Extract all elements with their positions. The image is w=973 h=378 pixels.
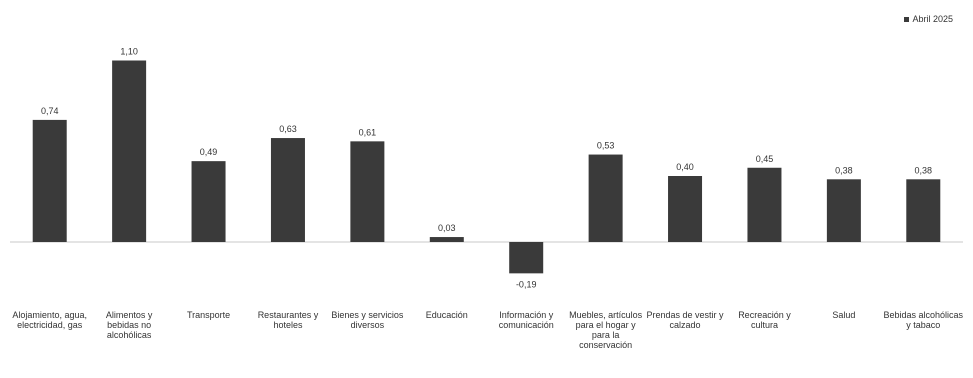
data-label-1: 1,10	[120, 47, 138, 57]
data-label-3: 0,63	[279, 124, 297, 134]
legend-swatch	[904, 16, 910, 22]
bar-9	[747, 167, 782, 242]
category-label-3: Restaurantes y hoteles	[257, 310, 319, 330]
bar-7	[588, 154, 623, 242]
data-label-11: 0,38	[915, 165, 933, 175]
bar-11	[906, 179, 941, 242]
category-label-5: Educación	[425, 310, 468, 320]
category-label-8: Prendas de vestir y calzado	[646, 310, 724, 330]
bar-3	[270, 138, 305, 242]
data-label-10: 0,38	[835, 165, 853, 175]
data-label-8: 0,40	[676, 162, 694, 172]
bar-5	[429, 237, 464, 242]
category-label-9: Recreación y cultura	[738, 310, 791, 330]
data-label-9: 0,45	[756, 154, 774, 164]
category-label-1: Alimentos y bebidas no alcohólicas	[105, 310, 153, 340]
bar-6	[509, 242, 544, 274]
category-label-0: Alojamiento, agua, electricidad, gas	[12, 310, 87, 330]
bar-0	[32, 119, 67, 242]
category-label-10: Salud	[832, 310, 856, 320]
data-label-7: 0,53	[597, 141, 615, 151]
bar-10	[826, 179, 861, 242]
legend-label: Abril 2025	[912, 14, 953, 24]
category-label-11: Bebidas alcohólicas y tabaco	[883, 310, 964, 330]
data-label-2: 0,49	[200, 147, 218, 157]
data-label-5: 0,03	[438, 223, 456, 233]
category-label-2: Transporte	[186, 310, 231, 320]
legend: Abril 2025	[904, 14, 953, 24]
bar-8	[668, 176, 703, 242]
category-label-7: Muebles, artículos para el hogar y para …	[569, 310, 643, 350]
bar-2	[191, 161, 226, 242]
data-label-4: 0,61	[359, 127, 377, 137]
bar-4	[350, 141, 385, 242]
category-label-6: Información y comunicación	[498, 310, 554, 330]
category-label-4: Bienes y servicios diversos	[331, 310, 404, 330]
data-label-6: -0,19	[516, 279, 537, 289]
bar-1	[112, 60, 147, 242]
data-label-0: 0,74	[41, 106, 59, 116]
